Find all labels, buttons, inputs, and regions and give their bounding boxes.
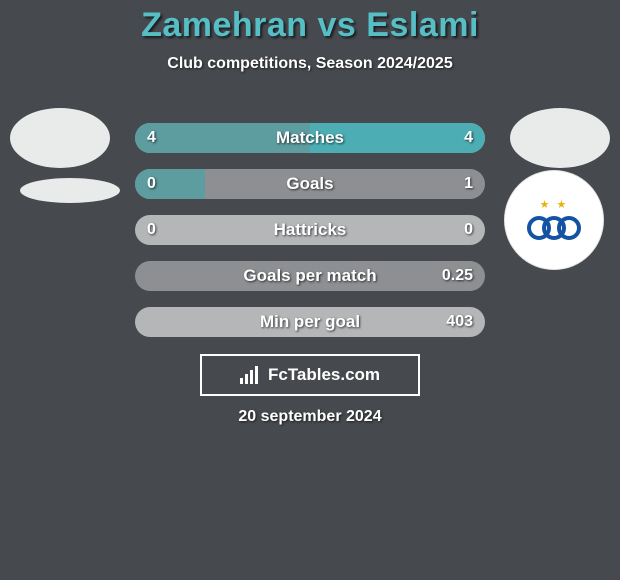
stat-row: 01Goals	[135, 169, 485, 199]
stat-label: Matches	[135, 123, 485, 153]
team-left-badge	[10, 108, 110, 168]
stat-label: Goals	[135, 169, 485, 199]
team-right-crest: ★ ★	[504, 170, 604, 270]
stat-row: 44Matches	[135, 123, 485, 153]
page-subtitle: Club competitions, Season 2024/2025	[0, 55, 620, 73]
team-right-badge	[510, 108, 610, 168]
branding-label: FcTables.com	[268, 365, 380, 385]
stat-label: Hattricks	[135, 215, 485, 245]
stat-row: 403Min per goal	[135, 307, 485, 337]
stats-rows: 44Matches 01Goals 00Hattricks 0.25Goals per…	[135, 123, 485, 353]
stat-label: Min per goal	[135, 307, 485, 337]
stat-row: 0.25Goals per match	[135, 261, 485, 291]
team-left-badge-secondary	[20, 178, 120, 203]
comparison-panel: Zamehran vs Eslami Club competitions, Se…	[0, 0, 620, 580]
chart-bars-icon	[240, 366, 262, 384]
branding-box: FcTables.com	[200, 354, 420, 396]
crest-rings-icon	[524, 213, 584, 243]
stat-label: Goals per match	[135, 261, 485, 291]
crest-stars-icon: ★ ★	[540, 198, 569, 211]
update-date: 20 september 2024	[0, 408, 620, 426]
page-title: Zamehran vs Eslami	[0, 6, 620, 45]
stat-row: 00Hattricks	[135, 215, 485, 245]
